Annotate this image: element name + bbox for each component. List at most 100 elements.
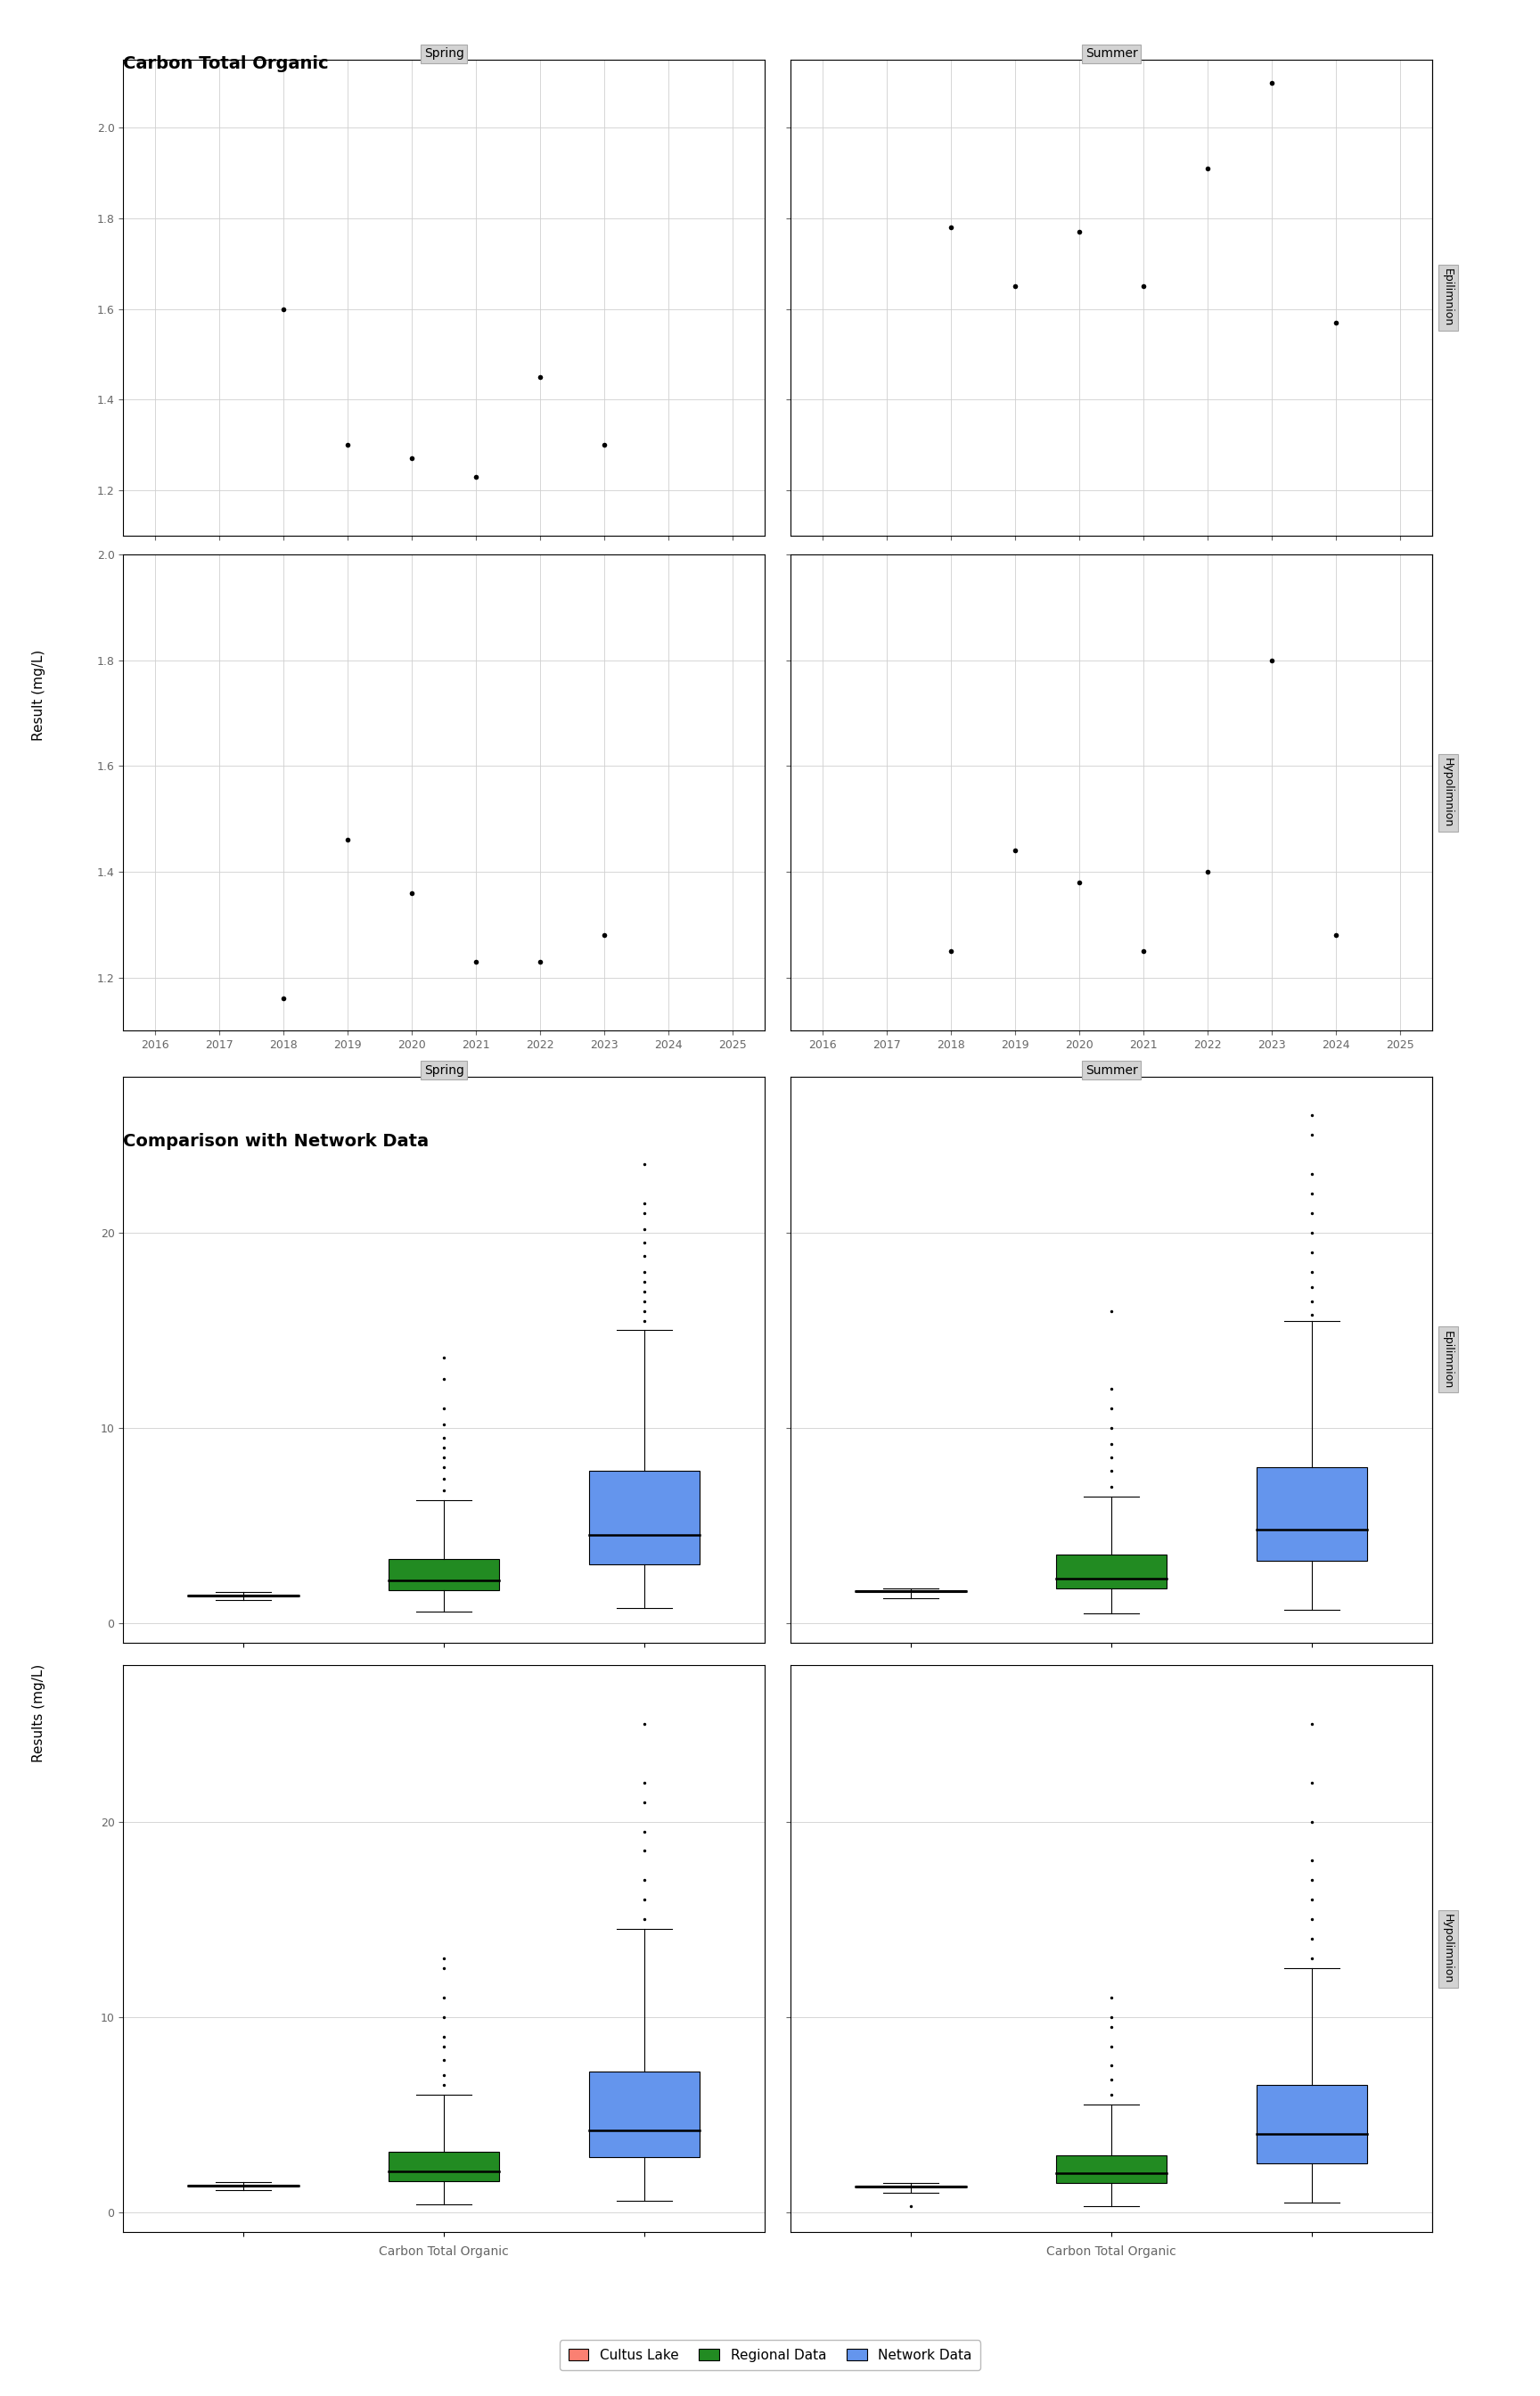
Point [336,426,360,465]
Point [1003,268,1027,307]
Point [633,1301,658,1339]
Bar [1257,2085,1368,2164]
Point [1100,1390,1124,1428]
Y-axis label: Epilimnion: Epilimnion [1441,268,1454,326]
Y-axis label: Hypolimnion: Hypolimnion [1441,1914,1454,1984]
Point [1300,1267,1324,1306]
Point [1100,1998,1124,2037]
Point [1300,1763,1324,1802]
Point [633,1881,658,1919]
Point [1100,2008,1124,2046]
Point [1300,1212,1324,1251]
Point [271,980,296,1018]
Text: Spring: Spring [424,1064,464,1076]
Point [1100,2046,1124,2085]
Bar [390,1560,499,1591]
Point [336,822,360,860]
Point [431,1447,456,1486]
Point [431,1938,456,1977]
Y-axis label: Hypolimnion: Hypolimnion [1441,757,1454,827]
Point [1100,1466,1124,1505]
Point [1300,1097,1324,1136]
Point [1300,1296,1324,1335]
Point [431,2017,456,2056]
Point [399,875,424,913]
Point [633,1272,658,1311]
Point [1100,1426,1124,1464]
Point [1300,1900,1324,1938]
X-axis label: Carbon Total Organic: Carbon Total Organic [1046,2245,1177,2257]
Point [528,942,553,980]
Point [464,942,488,980]
Y-axis label: Epilimnion: Epilimnion [1441,1330,1454,1390]
Point [633,1783,658,1821]
Point [1132,268,1157,307]
Bar [1056,1555,1166,1589]
Point [633,1763,658,1802]
Point [591,915,616,954]
Point [1300,1843,1324,1881]
Point [1132,932,1157,970]
Point [633,1193,658,1232]
Point [1300,1919,1324,1958]
Point [1100,2075,1124,2113]
Point [1300,1155,1324,1193]
Point [633,1236,658,1275]
Text: Result (mg/L): Result (mg/L) [32,649,45,740]
Point [431,1979,456,2017]
Point [1300,1706,1324,1744]
Point [633,1862,658,1900]
Point [431,1361,456,1399]
Legend: Cultus Lake, Regional Data, Network Data: Cultus Lake, Regional Data, Network Data [561,2341,979,2370]
Bar [590,2073,699,2156]
Point [431,1438,456,1476]
Point [1003,831,1027,870]
Point [633,1263,658,1301]
Point [1100,1438,1124,1476]
Point [431,1418,456,1457]
Text: Comparison with Network Data: Comparison with Network Data [123,1133,430,1150]
Point [939,208,964,247]
Point [633,1184,658,1222]
Point [1300,1938,1324,1977]
Point [1100,1371,1124,1409]
Point [1300,1802,1324,1840]
Point [1260,62,1284,101]
Point [1300,1881,1324,1919]
Point [1100,1291,1124,1330]
Point [271,290,296,328]
Point [431,1339,456,1378]
Point [633,1282,658,1320]
Point [1324,915,1349,954]
Point [633,1706,658,1744]
Point [431,1428,456,1466]
Point [633,1224,658,1263]
Point [399,438,424,477]
Text: Spring: Spring [424,48,464,60]
Point [633,1145,658,1184]
Point [1300,1234,1324,1272]
Point [431,1998,456,2037]
Point [1100,2061,1124,2099]
Point [1100,1409,1124,1447]
Point [464,458,488,496]
Bar [590,1471,699,1565]
Point [1067,213,1092,252]
Point [431,1404,456,1442]
Point [431,2065,456,2104]
Point [1195,149,1220,187]
Point [633,1253,658,1291]
Point [1300,1193,1324,1232]
Text: Summer: Summer [1086,1064,1138,1076]
Point [1195,853,1220,891]
Point [633,1291,658,1330]
Point [633,1833,658,1871]
Point [1300,1253,1324,1291]
Point [1100,1452,1124,1490]
Text: Summer: Summer [1086,48,1138,60]
Point [1300,1862,1324,1900]
Point [528,357,553,395]
Point [633,1900,658,1938]
Point [431,2041,456,2080]
Point [1300,1117,1324,1155]
